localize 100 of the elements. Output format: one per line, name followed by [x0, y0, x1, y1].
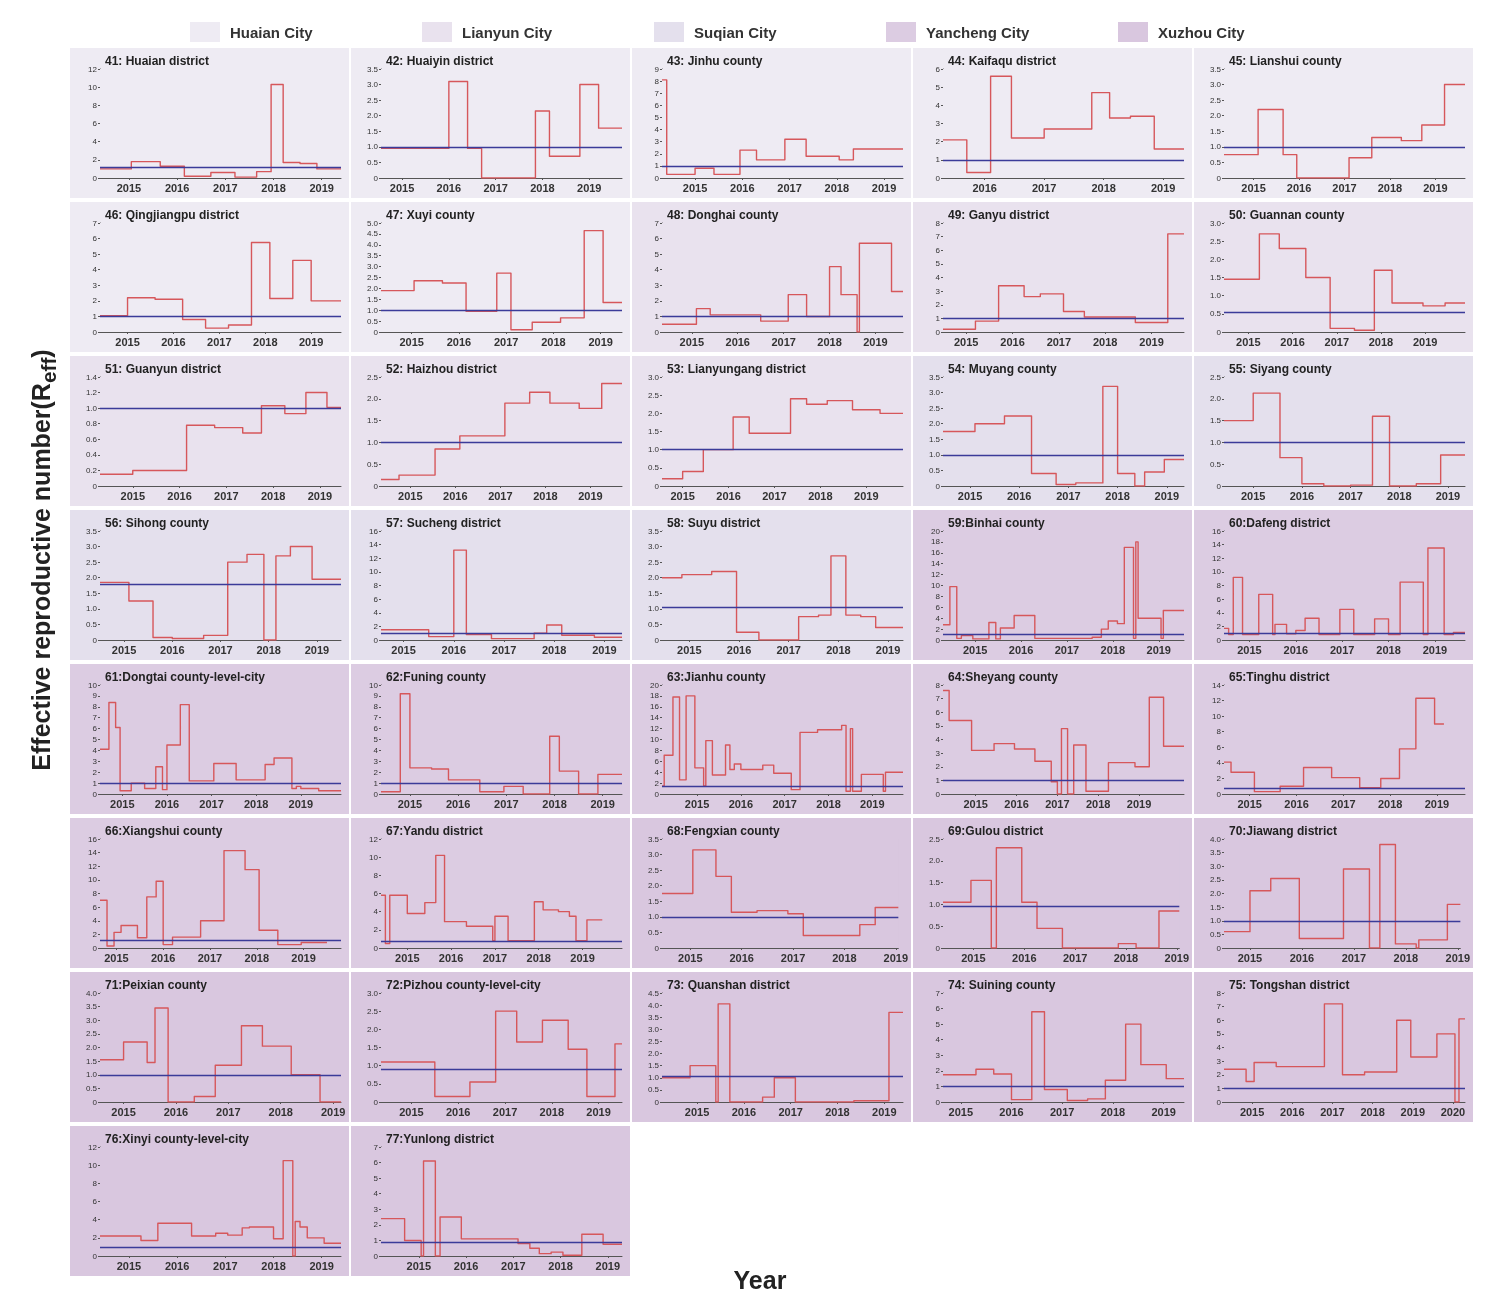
y-tick-label: 1.0 — [647, 445, 660, 455]
y-tick-label: 7 — [654, 88, 660, 98]
y-tick-label: 2.5 — [366, 372, 379, 382]
chart-title: 77:Yunlong district — [386, 1132, 495, 1146]
y-tick-label: 0 — [373, 327, 379, 337]
y-tick-label: 2.5 — [647, 557, 660, 567]
y-tick-label: 1 — [92, 778, 98, 788]
chart-title: 72:Pizhou county-level-city — [386, 978, 542, 992]
x-tick-label: 2019 — [586, 1105, 611, 1118]
chart-title: 48: Donghai county — [667, 208, 779, 222]
x-tick-label: 2019 — [590, 797, 615, 810]
y-tick-label: 4 — [373, 745, 379, 755]
x-tick-label: 2018 — [268, 1105, 293, 1118]
x-tick-label: 2015 — [678, 951, 703, 964]
y-tick-label: 0.5 — [1209, 309, 1222, 319]
x-tick-label: 2018 — [1377, 797, 1403, 810]
chart-title: 57: Sucheng district — [386, 516, 501, 530]
y-tick-label: 12 — [369, 834, 379, 844]
y-tick-label: 0.2 — [85, 465, 98, 475]
x-tick-label: 2018 — [256, 643, 281, 656]
x-tick-label: 2019 — [291, 951, 316, 964]
x-tick-label: 2017 — [1031, 181, 1057, 194]
y-tick-label: 2 — [1216, 773, 1222, 783]
x-tick-label: 2017 — [491, 643, 517, 656]
x-tick-label: 2016 — [729, 951, 754, 964]
x-tick-label: 2018 — [832, 951, 857, 964]
y-tick-label: 3.0 — [647, 850, 660, 860]
x-tick-label: 2016 — [436, 181, 462, 194]
y-tick-label: 0 — [1216, 943, 1222, 953]
y-tick-label: 1.0 — [647, 604, 660, 614]
x-tick-label: 2019 — [1151, 1105, 1176, 1118]
y-tick-label: 2 — [935, 137, 941, 147]
y-tick-label: 2 — [92, 929, 98, 939]
y-tick-label: 4 — [92, 137, 98, 147]
x-tick-label: 2018 — [826, 643, 851, 656]
y-tick-label: 0 — [935, 1097, 941, 1107]
chart-title: 65:Tinghu district — [1229, 670, 1330, 684]
y-tick-label: 8 — [654, 745, 660, 755]
x-tick-label: 2017 — [776, 643, 801, 656]
y-tick-label: 7 — [92, 713, 98, 723]
x-tick-label: 2016 — [150, 951, 176, 964]
y-tick-label: 1.0 — [366, 305, 379, 315]
y-tick-label: 3.0 — [366, 80, 379, 90]
y-tick-label: 1.0 — [366, 142, 379, 152]
x-tick-label: 2015 — [116, 1259, 142, 1272]
chart-title: 61:Dongtai county-level-city — [105, 670, 266, 684]
y-tick-label: 1.0 — [366, 1061, 379, 1071]
y-tick-label: 12 — [88, 1142, 98, 1152]
chart-title: 52: Haizhou district — [386, 362, 497, 376]
x-tick-label: 2016 — [716, 489, 741, 502]
y-tick-label: 4 — [1216, 758, 1222, 768]
y-tick-label: 0.5 — [1209, 157, 1222, 167]
x-tick-label: 2016 — [999, 1105, 1024, 1118]
y-tick-label: 4.5 — [647, 988, 660, 998]
text: Year — [733, 1266, 787, 1295]
x-tick-label: 2019 — [304, 643, 330, 656]
y-tick-label: 4 — [373, 907, 379, 917]
y-tick-label: 5 — [373, 1173, 379, 1183]
y-tick-label: 3 — [935, 286, 941, 296]
y-tick-label: 1.4 — [85, 372, 98, 382]
x-tick-label: 2017 — [1062, 951, 1088, 964]
x-tick-label: 2016 — [731, 1105, 757, 1118]
x-tick-label: 2015 — [110, 797, 135, 810]
y-tick-label: 1.5 — [928, 434, 941, 444]
y-tick-label: 6 — [1216, 742, 1222, 752]
y-tick-label: 8 — [935, 591, 941, 601]
x-tick-label: 2018 — [1360, 1105, 1385, 1118]
y-tick-label: 3 — [654, 137, 660, 147]
y-tick-label: 12 — [369, 553, 379, 563]
y-tick-label: 2.0 — [85, 1043, 98, 1052]
y-tick-label: 14 — [369, 540, 379, 550]
x-tick-label: 2015 — [111, 1105, 136, 1118]
x-tick-label: 2017 — [494, 797, 519, 810]
x-tick-label: 2019 — [320, 1105, 346, 1118]
y-tick-label: 5 — [654, 249, 660, 259]
y-tick-label: 4.0 — [1209, 834, 1222, 844]
x-tick-label: 2015 — [398, 489, 423, 502]
x-tick-label: 2019 — [307, 489, 333, 502]
y-tick-label: 4 — [935, 100, 941, 110]
y-tick-label: 1 — [92, 311, 98, 321]
x-tick-label: 2017 — [1046, 335, 1072, 348]
y-tick-label: 7 — [935, 988, 941, 998]
y-tick-label: 6 — [654, 756, 660, 766]
x-tick-label: 2016 — [167, 489, 192, 502]
y-tick-label: 14 — [1212, 540, 1222, 550]
y-tick-label: 5 — [92, 735, 98, 744]
x-tick-label: 2017 — [1331, 797, 1356, 810]
y-tick-label: 2 — [373, 767, 379, 777]
y-tick-label: 10 — [931, 581, 941, 590]
y-tick-label: 3.5 — [1209, 64, 1222, 74]
x-tick-label: 2017 — [501, 1259, 526, 1272]
y-tick-label: 0.5 — [366, 1079, 379, 1089]
y-tick-label: 2 — [935, 762, 941, 772]
y-tick-label: 6 — [92, 234, 98, 244]
y-tick-label: 6 — [373, 594, 379, 604]
y-tick-label: 2.0 — [1209, 889, 1222, 898]
chart-title: 51: Guanyun district — [105, 362, 222, 376]
y-tick-label: 1.5 — [366, 126, 379, 136]
y-tick-label: 0 — [92, 635, 98, 645]
y-tick-label: 0 — [373, 789, 379, 799]
